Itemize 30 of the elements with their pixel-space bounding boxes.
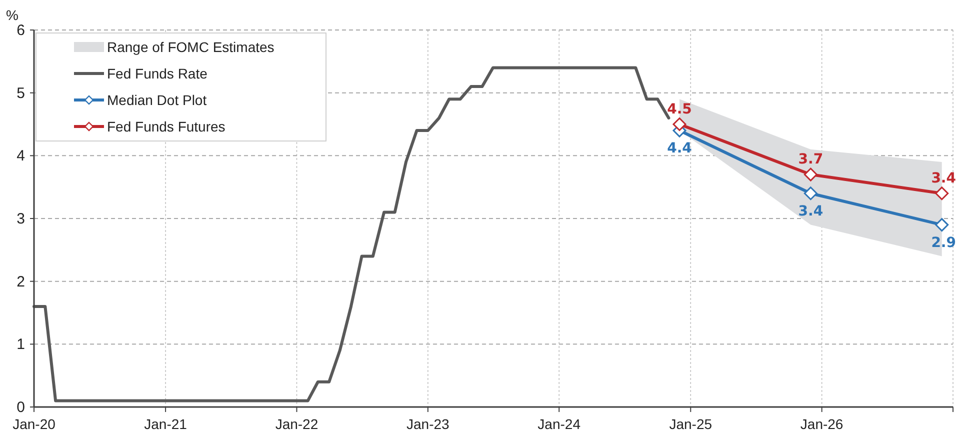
y-tick-label: 4 (16, 148, 25, 165)
x-tick-label: Jan-24 (538, 416, 581, 432)
x-tick-label: Jan-25 (669, 416, 712, 432)
y-tick-label: 2 (16, 273, 25, 290)
point (672, 118, 686, 131)
y-tick-label: 5 (16, 84, 25, 102)
point (804, 168, 818, 182)
x-tick-label: Jan-21 (144, 416, 188, 432)
data-label: 4.5 (667, 101, 692, 118)
x-tick-label: Jan-26 (800, 416, 844, 432)
legend-label: Fed Funds Futures (107, 118, 226, 134)
y-tick-label: 0 (16, 399, 25, 416)
y-tick-label: 3 (16, 210, 25, 228)
data-label: 3.4 (931, 170, 956, 186)
point (935, 186, 949, 200)
data-label: 2.9 (931, 234, 956, 251)
legend-label: Fed Funds Rate (107, 66, 208, 82)
data-label: 3.7 (798, 152, 824, 168)
y-tick-label: 6 (16, 22, 25, 39)
legend-label: Median Dot Plot (107, 92, 207, 108)
y-tick-label: 1 (16, 336, 25, 354)
point (804, 186, 818, 200)
point (935, 218, 949, 232)
data-label: 4.4 (667, 140, 692, 157)
legend-label: Range of FOMC Estimates (107, 39, 274, 55)
x-tick-label: Jan-23 (406, 416, 450, 432)
data-label: 3.4 (798, 203, 824, 220)
x-tick-label: Jan-20 (12, 416, 56, 432)
y-axis-title: % (6, 7, 18, 23)
x-tick-label: Jan-22 (275, 416, 318, 432)
